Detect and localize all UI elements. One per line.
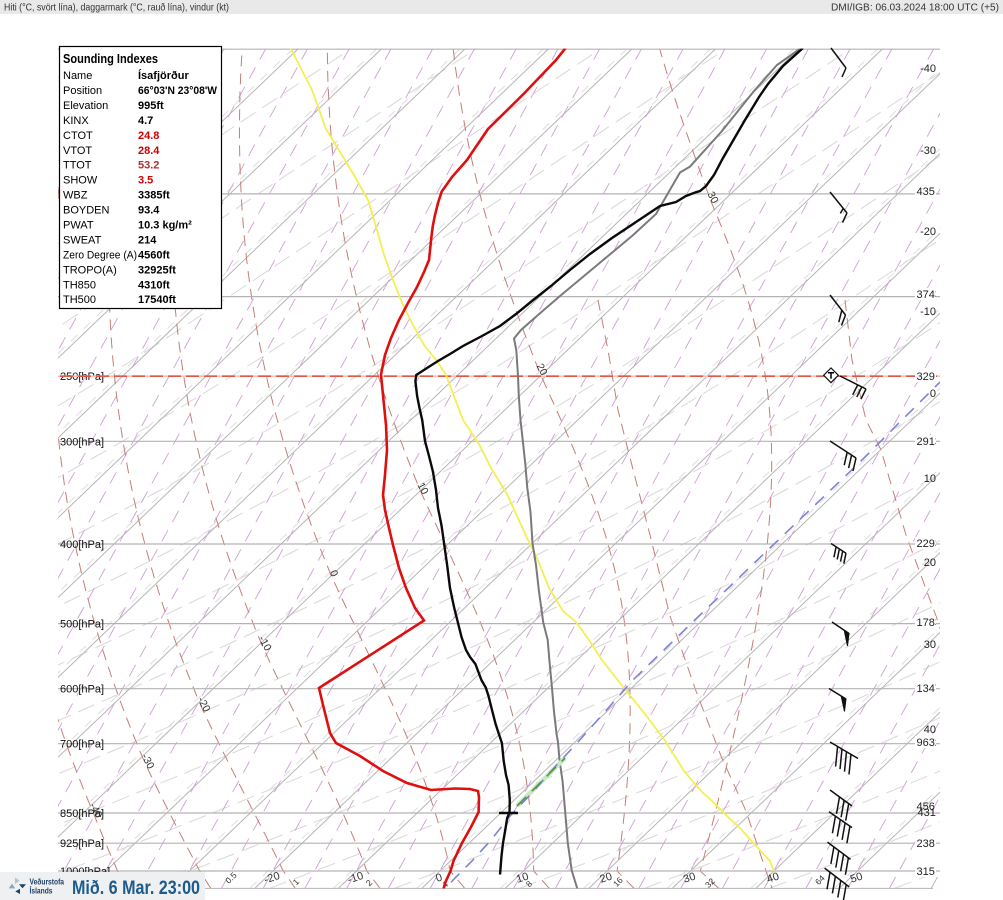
svg-text:20: 20 (534, 362, 550, 378)
svg-text:10: 10 (924, 473, 936, 485)
svg-text:Ísafjörður: Ísafjörður (138, 69, 189, 82)
svg-text:13475: 13475 (917, 683, 948, 695)
svg-text:28.4: 28.4 (138, 145, 160, 157)
svg-text:-30: -30 (920, 145, 936, 157)
svg-text:30: 30 (705, 190, 721, 206)
svg-text:238: 238 (917, 838, 935, 850)
svg-text:-10: -10 (346, 870, 365, 886)
svg-text:3743: 3743 (917, 289, 941, 301)
svg-text:TROPO(A): TROPO(A) (63, 264, 117, 276)
svg-text:30: 30 (682, 871, 697, 886)
svg-text:KINX: KINX (63, 115, 89, 127)
svg-text:1: 1 (291, 876, 302, 887)
svg-text:Position: Position (63, 85, 102, 97)
svg-text:10.3 kg/m²: 10.3 kg/m² (138, 220, 192, 232)
svg-text:3385ft: 3385ft (138, 190, 170, 202)
svg-text:Elevation: Elevation (63, 100, 108, 112)
svg-text:40: 40 (765, 871, 780, 886)
svg-text:Veðurstofa: Veðurstofa (30, 878, 65, 887)
svg-text:24.8: 24.8 (138, 130, 159, 142)
svg-text:Name: Name (63, 70, 92, 82)
svg-text:PWAT: PWAT (63, 220, 94, 232)
svg-text:9632: 9632 (917, 737, 941, 749)
svg-text:-20: -20 (920, 226, 936, 238)
svg-text:17540ft: 17540ft (138, 294, 176, 306)
svg-text:Íslands: Íslands (30, 887, 53, 896)
svg-text:300[hPa]: 300[hPa] (60, 436, 104, 448)
svg-text:TTOT: TTOT (63, 160, 92, 172)
svg-text:Mið. 6 Mar. 23:00: Mið. 6 Mar. 23:00 (72, 877, 200, 899)
svg-text:20: 20 (598, 871, 613, 886)
svg-text:2: 2 (364, 877, 375, 888)
svg-text:214: 214 (138, 234, 157, 246)
svg-text:2913: 2913 (917, 436, 941, 448)
svg-text:CTOT: CTOT (63, 130, 93, 142)
svg-text:0: 0 (434, 871, 444, 884)
svg-text:4310ft: 4310ft (138, 279, 170, 291)
svg-text:1783: 1783 (917, 617, 941, 629)
svg-text:TH500: TH500 (63, 294, 96, 306)
svg-text:995ft: 995ft (138, 100, 164, 112)
svg-text:VTOT: VTOT (63, 145, 92, 157)
svg-text:315: 315 (917, 866, 935, 878)
svg-text:500[hPa]: 500[hPa] (60, 619, 104, 631)
svg-text:0: 0 (327, 568, 340, 579)
svg-text:BOYDEN: BOYDEN (63, 205, 110, 217)
svg-text:WBZ: WBZ (63, 190, 88, 202)
svg-text:0: 0 (930, 388, 936, 400)
svg-text:2293: 2293 (917, 538, 941, 550)
svg-text:66°03'N 23°08'W: 66°03'N 23°08'W (138, 85, 218, 97)
svg-text:700[hPa]: 700[hPa] (60, 739, 104, 751)
svg-text:Hiti (°C, svört lína), daggarm: Hiti (°C, svört lína), daggarmark (°C, r… (4, 2, 229, 14)
svg-text:40: 40 (924, 724, 936, 736)
svg-text:329: 329 (917, 371, 935, 383)
svg-text:30: 30 (924, 639, 936, 651)
svg-text:Sounding Indexes: Sounding Indexes (63, 52, 158, 66)
svg-text:93.4: 93.4 (138, 205, 160, 217)
svg-text:600[hPa]: 600[hPa] (60, 684, 104, 696)
svg-text:435: 435 (917, 186, 935, 198)
svg-text:32925ft: 32925ft (138, 264, 176, 276)
svg-text:53.2: 53.2 (138, 160, 159, 172)
svg-text:456: 456 (917, 801, 935, 813)
svg-text:431: 431 (918, 807, 936, 819)
svg-text:-20: -20 (263, 870, 282, 886)
svg-text:-40: -40 (920, 63, 936, 75)
svg-text:TH850: TH850 (63, 279, 96, 291)
svg-text:400[hPa]: 400[hPa] (60, 539, 104, 551)
svg-text:10: 10 (515, 871, 530, 886)
svg-text:4.7: 4.7 (138, 115, 153, 127)
svg-text:-10: -10 (920, 306, 936, 318)
svg-text:50: 50 (849, 871, 864, 886)
svg-text:4560ft: 4560ft (138, 249, 170, 261)
svg-text:Zero Degree (A): Zero Degree (A) (63, 249, 137, 261)
svg-text:SWEAT: SWEAT (63, 234, 102, 246)
svg-text:DMI/IGB: 06.03.2024 18:00 UTC: DMI/IGB: 06.03.2024 18:00 UTC (+5) (831, 3, 999, 14)
svg-text:925[hPa]: 925[hPa] (60, 838, 104, 850)
svg-text:10: 10 (415, 481, 431, 497)
svg-text:20: 20 (924, 557, 936, 569)
svg-text:3.5: 3.5 (138, 175, 153, 187)
svg-text:250[hPa]: 250[hPa] (60, 371, 104, 383)
svg-text:SHOW: SHOW (63, 175, 98, 187)
svg-text:850[hPa]: 850[hPa] (60, 808, 104, 820)
svg-text:8: 8 (524, 878, 535, 889)
